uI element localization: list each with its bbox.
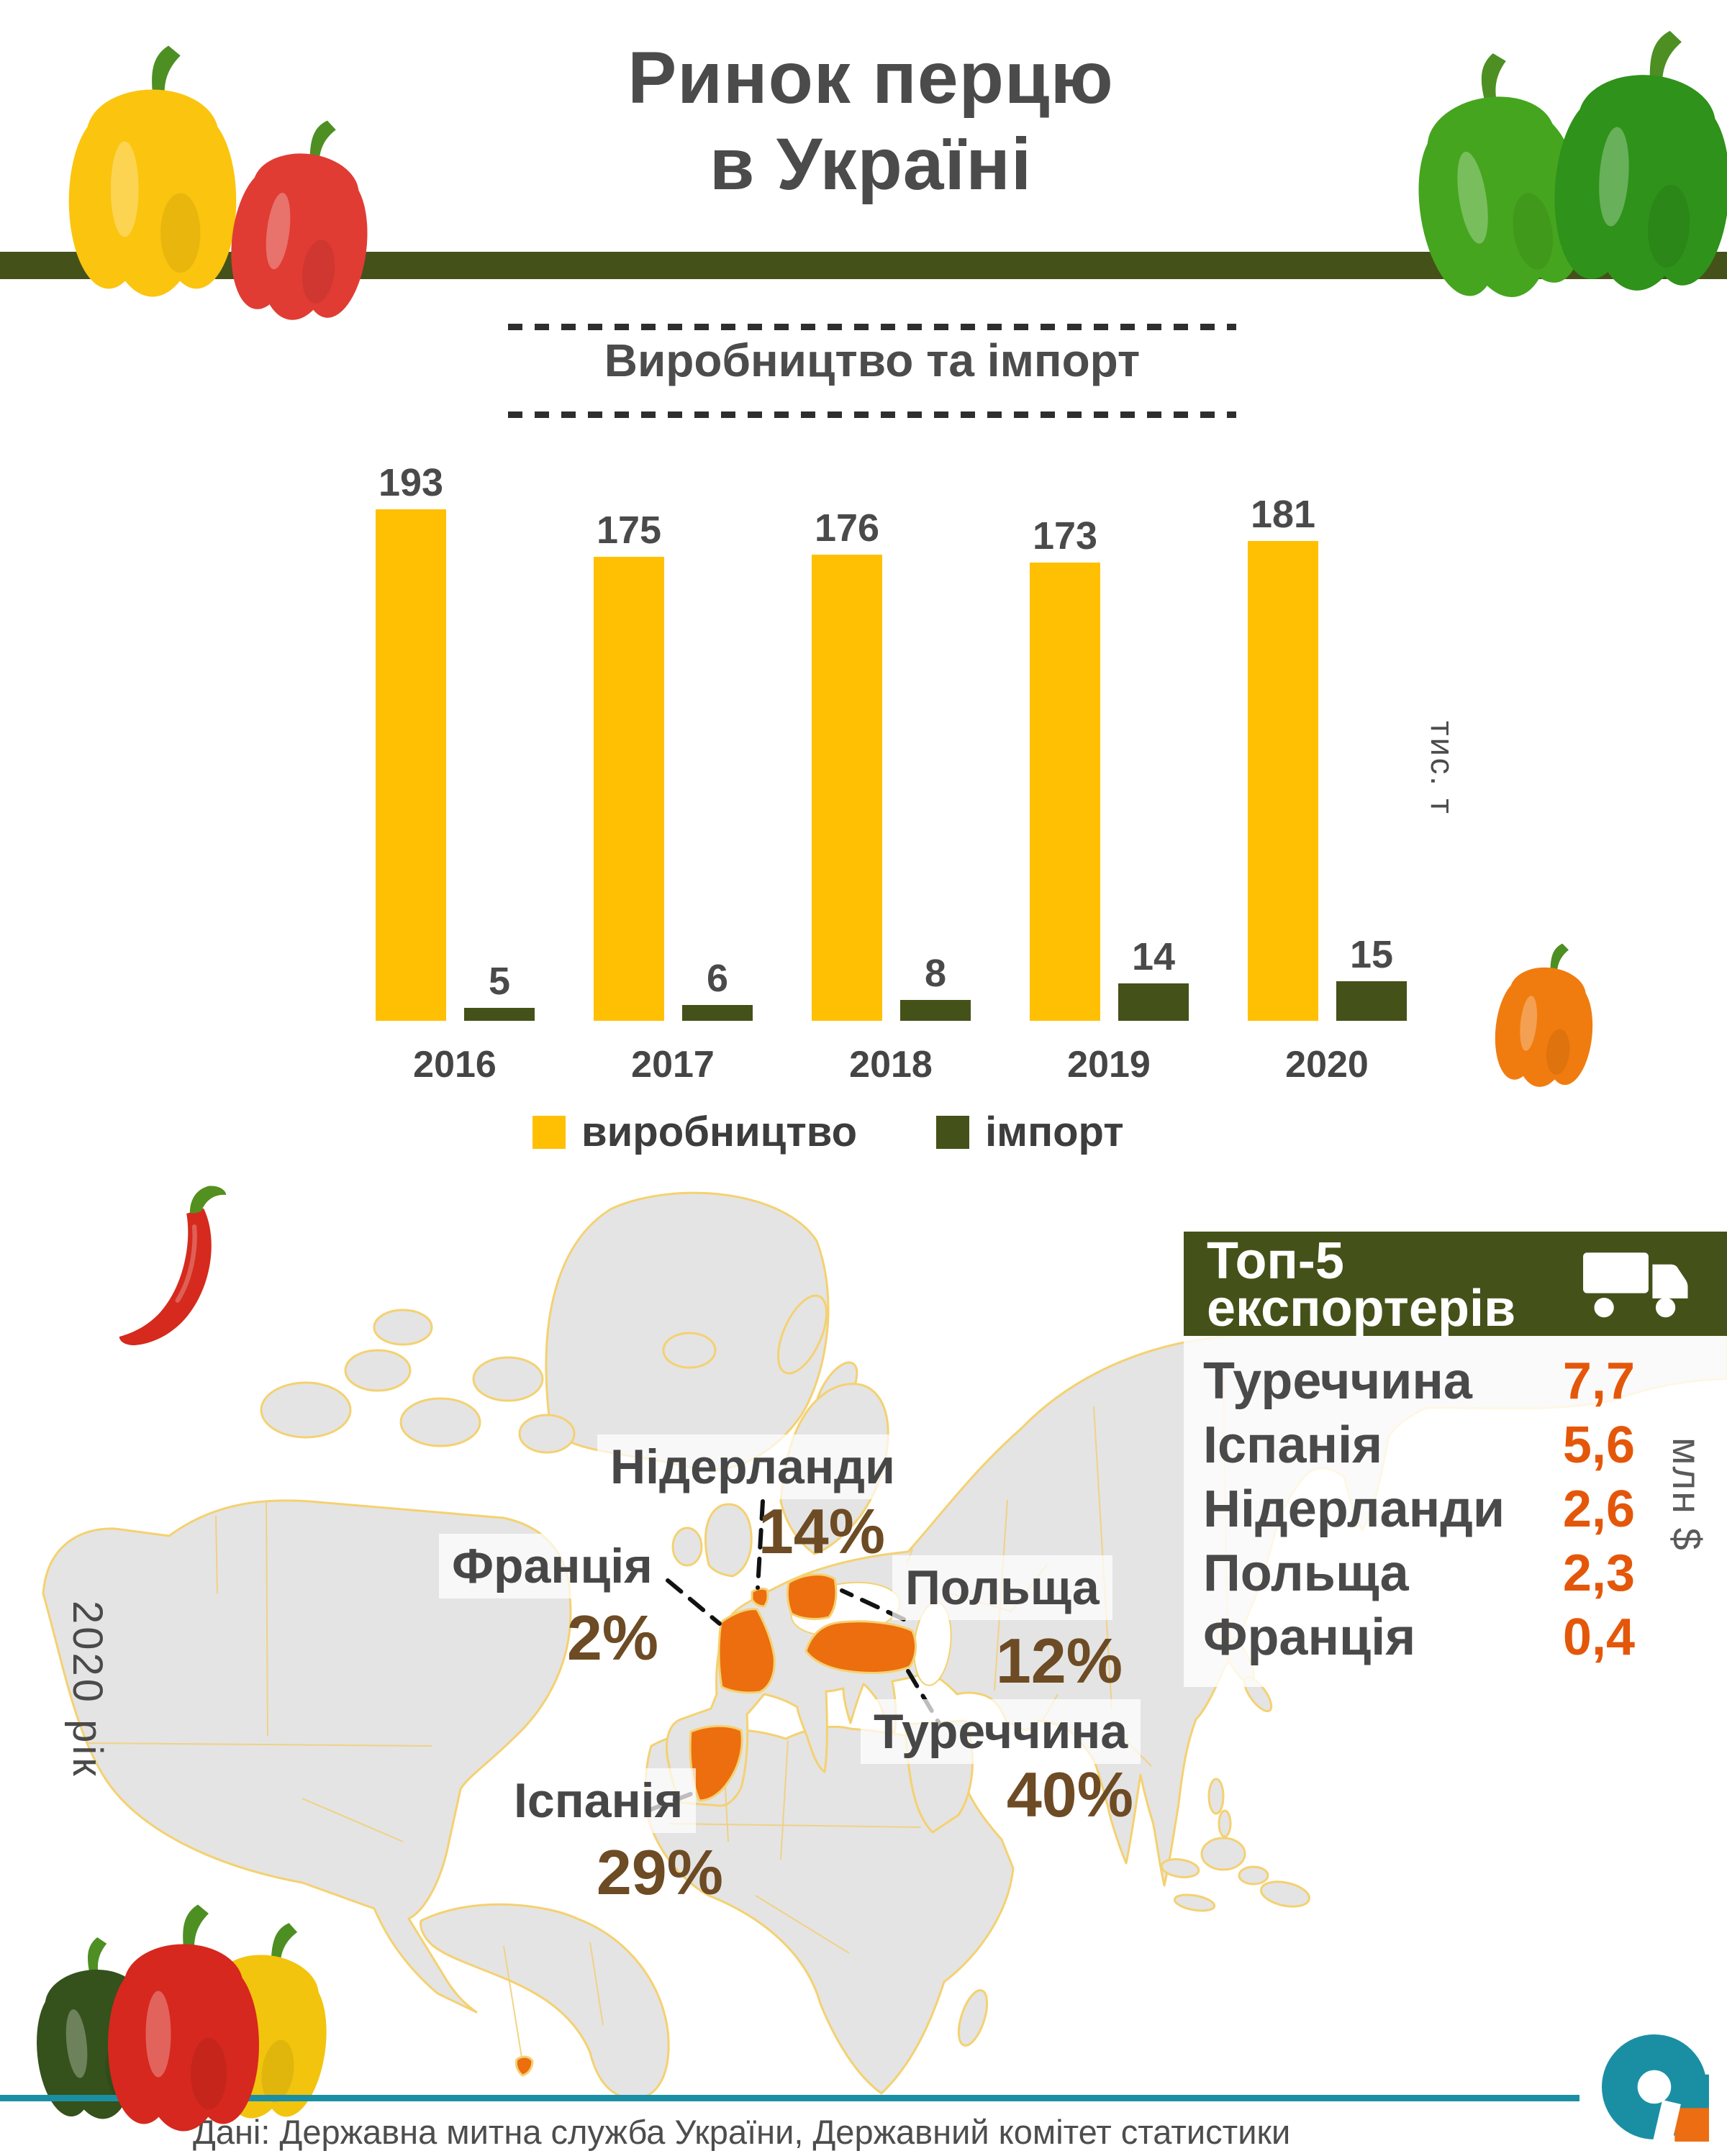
map-label-spain: Іспанія	[501, 1768, 697, 1833]
legend-label-production: виробництво	[581, 1109, 858, 1155]
legend-item-import: імпорт	[936, 1108, 1124, 1156]
top5-unit-label: млн $	[1664, 1437, 1710, 1552]
map-pct-france: 2%	[566, 1602, 658, 1673]
chart-section-title: Виробництво та імпорт	[604, 335, 1141, 386]
x-axis-label-2019: 2019	[1067, 1044, 1151, 1086]
x-axis-label-2017: 2017	[631, 1044, 715, 1086]
production-value-label-2018: 176	[814, 506, 880, 550]
import-value-label-2016: 5	[488, 960, 511, 1003]
subtitle-dash-bottom	[508, 411, 1236, 418]
green-bell-pepper-image	[1527, 18, 1727, 302]
top5-value-5: 0,4	[1562, 1609, 1635, 1666]
map-label-france: Франція	[439, 1534, 666, 1598]
map-north-america	[42, 1499, 572, 2014]
top5-country-5: Франція	[1203, 1609, 1416, 1666]
map-year-label: 2020 рік	[64, 1601, 111, 1779]
map-country-turkey	[804, 1620, 917, 1674]
x-axis-label-2018: 2018	[849, 1044, 933, 1086]
production-bar-2018	[812, 555, 882, 1021]
import-bar-2019	[1118, 983, 1189, 1021]
y-axis-unit-label: тис. т	[1424, 721, 1461, 816]
red-bell-pepper-image	[94, 1899, 273, 2137]
production-value-label-2020: 181	[1250, 493, 1316, 536]
top5-country-2: Іспанія	[1203, 1416, 1383, 1474]
leader-line-netherlands	[756, 1499, 765, 1590]
production-value-label-2016: 193	[378, 461, 444, 504]
map-pct-spain: 29%	[596, 1837, 723, 1908]
x-axis-label-2016: 2016	[413, 1044, 497, 1086]
top5-title: Топ-5 експортерів	[1207, 1232, 1516, 1337]
production-bar-2019	[1030, 563, 1100, 1021]
leader-line-turkey	[906, 1669, 942, 1727]
leader-line-france	[666, 1578, 722, 1626]
import-value-label-2018: 8	[924, 952, 947, 995]
production-color-swatch	[532, 1115, 566, 1149]
map-country-french-guiana	[515, 2055, 534, 2077]
brand-logo	[1602, 2034, 1709, 2144]
footer-divider-line	[0, 2095, 1579, 2101]
top5-value-3: 2,6	[1562, 1480, 1635, 1538]
top5-value-4: 2,3	[1562, 1545, 1635, 1602]
x-axis-label-2020: 2020	[1285, 1044, 1369, 1086]
top5-country-4: Польща	[1203, 1545, 1409, 1602]
top5-panel-backdrop	[1184, 1336, 1727, 1687]
data-source-text: Дані: Державна митна служба України, Дер…	[193, 2113, 1291, 2151]
legend-label-import: імпорт	[985, 1109, 1124, 1155]
import-bar-2018	[900, 1000, 971, 1021]
page-title-line2: в Україні	[709, 123, 1033, 205]
page-title: Ринок перцю в Україні	[504, 35, 1238, 207]
map-pct-poland: 12%	[995, 1625, 1123, 1696]
chart-legend: виробництво імпорт	[532, 1108, 1124, 1156]
top5-value-2: 5,6	[1562, 1416, 1635, 1474]
production-bar-2016	[376, 509, 446, 1021]
production-value-label-2017: 175	[596, 509, 662, 552]
production-bar-2020	[1248, 541, 1318, 1021]
page-title-line1: Ринок перцю	[627, 37, 1114, 119]
map-pct-netherlands: 14%	[758, 1496, 885, 1567]
map-label-turkey: Туреччина	[861, 1699, 1141, 1764]
map-country-poland	[786, 1573, 838, 1620]
import-value-label-2017: 6	[706, 957, 729, 1000]
subtitle-dash-top	[508, 324, 1236, 330]
import-bar-2017	[682, 1005, 753, 1021]
top5-title-line2: експортерів	[1207, 1280, 1516, 1337]
legend-item-production: виробництво	[532, 1108, 857, 1156]
map-country-netherlands	[751, 1587, 769, 1608]
red-bell-pepper-image	[204, 105, 401, 333]
production-value-label-2019: 173	[1032, 514, 1098, 558]
import-color-swatch	[936, 1115, 970, 1149]
import-value-label-2020: 15	[1349, 933, 1394, 976]
top5-country-3: Нідерланди	[1203, 1480, 1505, 1538]
top5-title-line1: Топ-5	[1207, 1232, 1344, 1290]
import-bar-2016	[464, 1008, 535, 1021]
map-pct-turkey: 40%	[1006, 1759, 1133, 1830]
top5-value-1: 7,7	[1562, 1352, 1635, 1410]
orange-pepper-image	[1480, 928, 1612, 1101]
map-label-netherlands: Нідерланди	[597, 1434, 908, 1499]
import-bar-2020	[1336, 981, 1407, 1021]
import-value-label-2019: 14	[1131, 935, 1176, 978]
production-bar-2017	[594, 557, 664, 1021]
map-country-france	[717, 1608, 776, 1694]
top5-header: Топ-5 експортерів	[1184, 1232, 1727, 1336]
top5-country-1: Туреччина	[1203, 1352, 1472, 1410]
map-label-poland: Польща	[892, 1555, 1112, 1620]
truck-icon	[1578, 1247, 1697, 1319]
map-africa	[644, 1725, 1015, 2095]
